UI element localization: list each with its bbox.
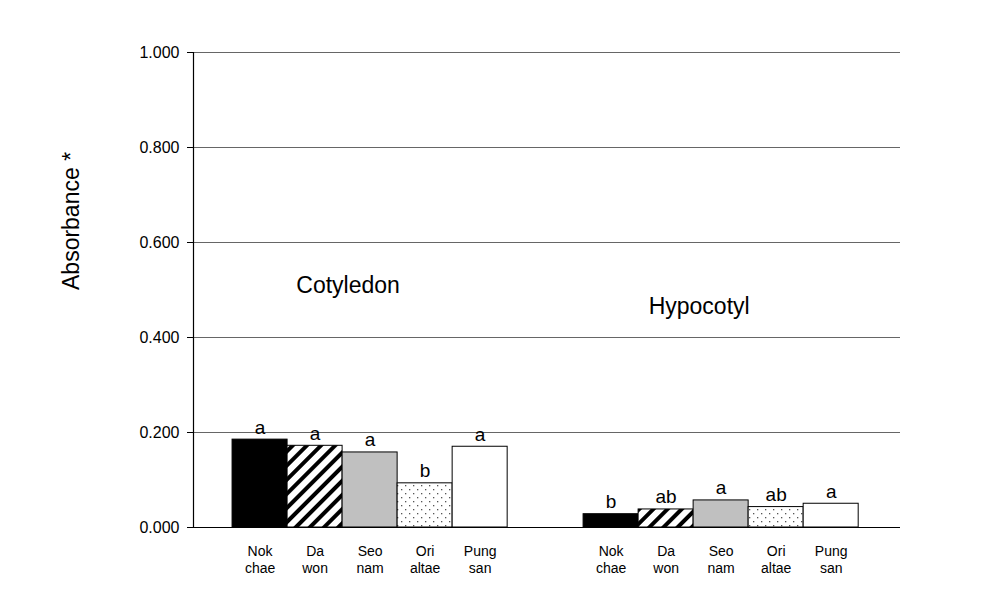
svg-text:a: a bbox=[475, 424, 486, 445]
svg-text:Dawon: Dawon bbox=[301, 543, 328, 577]
svg-text:Orialtae: Orialtae bbox=[410, 543, 441, 577]
svg-text:Hypocotyl: Hypocotyl bbox=[649, 293, 750, 319]
svg-text:Seonam: Seonam bbox=[356, 543, 383, 577]
svg-text:0.000: 0.000 bbox=[139, 519, 179, 536]
svg-text:Nokchae: Nokchae bbox=[245, 543, 276, 577]
svg-text:ab: ab bbox=[656, 486, 677, 507]
svg-text:a: a bbox=[826, 481, 837, 502]
svg-text:Pungsan: Pungsan bbox=[815, 543, 848, 577]
svg-text:Cotyledon: Cotyledon bbox=[296, 272, 400, 298]
svg-text:0.200: 0.200 bbox=[139, 424, 179, 441]
svg-text:a: a bbox=[365, 429, 376, 450]
svg-text:Dawon: Dawon bbox=[652, 543, 679, 577]
svg-text:Orialtae: Orialtae bbox=[761, 543, 792, 577]
svg-text:ab: ab bbox=[766, 484, 787, 505]
svg-text:Nokchae: Nokchae bbox=[596, 543, 627, 577]
svg-text:b: b bbox=[420, 460, 431, 481]
svg-text:a: a bbox=[716, 477, 727, 498]
svg-text:0.800: 0.800 bbox=[139, 139, 179, 156]
svg-text:Seonam: Seonam bbox=[708, 543, 735, 577]
svg-text:0.600: 0.600 bbox=[139, 234, 179, 251]
svg-text:a: a bbox=[255, 417, 266, 438]
svg-text:a: a bbox=[310, 423, 321, 444]
svg-text:b: b bbox=[606, 491, 617, 512]
svg-text:Pungsan: Pungsan bbox=[464, 543, 497, 577]
svg-text:1.000: 1.000 bbox=[139, 44, 179, 61]
svg-text:Absorbance *: Absorbance * bbox=[58, 152, 84, 290]
svg-text:0.400: 0.400 bbox=[139, 329, 179, 346]
